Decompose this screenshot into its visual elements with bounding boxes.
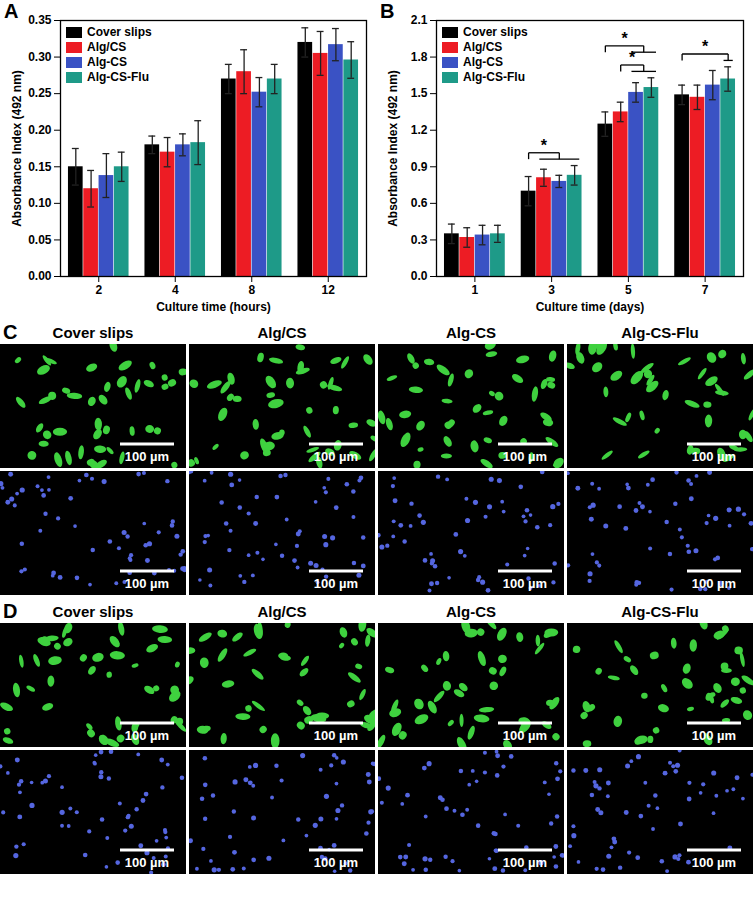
svg-text:Alg/CS: Alg/CS bbox=[257, 324, 306, 341]
svg-text:0.0: 0.0 bbox=[411, 269, 428, 283]
svg-text:7: 7 bbox=[702, 283, 709, 297]
svg-text:100 µm: 100 µm bbox=[503, 576, 547, 591]
svg-text:4: 4 bbox=[172, 283, 179, 297]
svg-text:0.25: 0.25 bbox=[28, 86, 52, 100]
svg-text:Alg-CS: Alg-CS bbox=[446, 603, 496, 620]
svg-text:*: * bbox=[621, 30, 628, 47]
svg-text:Absorbance Index (492 nm): Absorbance Index (492 nm) bbox=[10, 70, 24, 227]
svg-text:100 µm: 100 µm bbox=[692, 855, 736, 870]
svg-text:Culture time (days): Culture time (days) bbox=[536, 300, 645, 314]
svg-text:100 µm: 100 µm bbox=[314, 449, 358, 464]
svg-text:*: * bbox=[541, 137, 548, 154]
html-text:Alg-CS-Flu: Alg-CS-Flu bbox=[463, 70, 525, 84]
svg-text:0.35: 0.35 bbox=[28, 13, 52, 27]
svg-text:Cover slips: Cover slips bbox=[53, 324, 134, 341]
svg-text:0.30: 0.30 bbox=[28, 50, 52, 64]
svg-text:Culture time (hours): Culture time (hours) bbox=[156, 300, 271, 314]
svg-text:0.15: 0.15 bbox=[28, 160, 52, 174]
svg-text:*: * bbox=[629, 49, 636, 66]
svg-text:0.10: 0.10 bbox=[28, 196, 52, 210]
svg-text:100 µm: 100 µm bbox=[314, 855, 358, 870]
svg-text:100 µm: 100 µm bbox=[314, 576, 358, 591]
svg-text:D: D bbox=[3, 600, 17, 622]
svg-text:1: 1 bbox=[472, 283, 479, 297]
svg-text:0.9: 0.9 bbox=[411, 160, 428, 174]
svg-text:*: * bbox=[702, 38, 709, 55]
svg-text:100 µm: 100 µm bbox=[125, 449, 169, 464]
svg-text:100 µm: 100 µm bbox=[692, 576, 736, 591]
svg-text:100 µm: 100 µm bbox=[125, 576, 169, 591]
svg-text:0.6: 0.6 bbox=[411, 196, 428, 210]
html-text:Alg-CS: Alg-CS bbox=[463, 55, 503, 69]
svg-text:100 µm: 100 µm bbox=[503, 855, 547, 870]
svg-text:Alg-CS-Flu: Alg-CS-Flu bbox=[621, 324, 698, 341]
svg-text:8: 8 bbox=[248, 283, 255, 297]
svg-text:100 µm: 100 µm bbox=[125, 728, 169, 743]
svg-text:Alg-CS-Flu: Alg-CS-Flu bbox=[621, 603, 698, 620]
svg-text:1.2: 1.2 bbox=[411, 123, 428, 137]
svg-text:100 µm: 100 µm bbox=[503, 449, 547, 464]
svg-text:C: C bbox=[3, 321, 17, 343]
html-text:Alg-CS-Flu: Alg-CS-Flu bbox=[87, 70, 149, 84]
html-text:A: A bbox=[4, 0, 19, 22]
svg-text:0.3: 0.3 bbox=[411, 233, 428, 247]
html-text:Cover slips: Cover slips bbox=[87, 25, 152, 39]
svg-text:5: 5 bbox=[625, 283, 632, 297]
html-text:B: B bbox=[380, 0, 395, 22]
svg-text:100 µm: 100 µm bbox=[692, 449, 736, 464]
svg-text:Absorbance Index (492 nm): Absorbance Index (492 nm) bbox=[386, 70, 400, 227]
html-text:Alg-CS: Alg-CS bbox=[87, 55, 127, 69]
svg-text:100 µm: 100 µm bbox=[692, 728, 736, 743]
svg-text:2.1: 2.1 bbox=[411, 13, 428, 27]
html-text:Cover slips: Cover slips bbox=[463, 25, 528, 39]
svg-text:100 µm: 100 µm bbox=[503, 728, 547, 743]
svg-text:12: 12 bbox=[322, 283, 336, 297]
svg-text:Alg/CS: Alg/CS bbox=[257, 603, 306, 620]
svg-text:1.5: 1.5 bbox=[411, 86, 428, 100]
svg-text:0.05: 0.05 bbox=[28, 233, 52, 247]
html-text:Alg/CS: Alg/CS bbox=[87, 40, 127, 54]
svg-text:Cover slips: Cover slips bbox=[53, 603, 134, 620]
svg-text:2: 2 bbox=[95, 283, 102, 297]
svg-text:0.00: 0.00 bbox=[28, 269, 52, 283]
svg-text:Alg-CS: Alg-CS bbox=[446, 324, 496, 341]
svg-text:1.8: 1.8 bbox=[411, 50, 428, 64]
svg-text:100 µm: 100 µm bbox=[125, 855, 169, 870]
svg-text:0.20: 0.20 bbox=[28, 123, 52, 137]
svg-text:100 µm: 100 µm bbox=[314, 728, 358, 743]
html-text:Alg/CS: Alg/CS bbox=[463, 40, 503, 54]
svg-text:3: 3 bbox=[548, 283, 555, 297]
